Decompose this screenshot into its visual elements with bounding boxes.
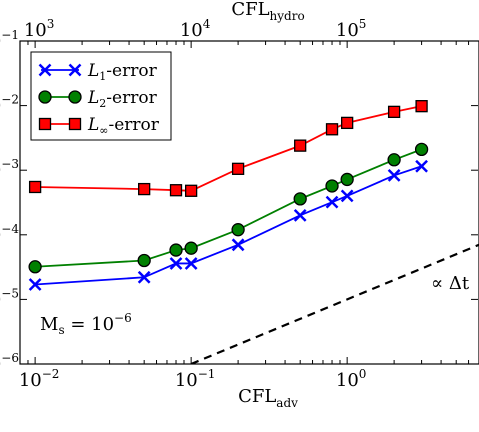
data-point bbox=[293, 208, 307, 222]
data-point bbox=[387, 105, 401, 119]
legend-marker bbox=[68, 90, 82, 104]
top-x-axis-label: CFLhydro bbox=[231, 0, 304, 23]
data-point bbox=[138, 182, 151, 196]
data-point bbox=[169, 257, 183, 270]
legend-box bbox=[30, 51, 172, 141]
x-axis-label: CFLadv bbox=[238, 386, 298, 410]
y-tick-label: 10−5 bbox=[0, 286, 19, 310]
data-point bbox=[231, 162, 245, 175]
series-line bbox=[35, 105, 422, 192]
legend-marker bbox=[68, 117, 82, 131]
data-point bbox=[184, 257, 198, 270]
legend-label: L1-error bbox=[87, 61, 158, 83]
y-tick-label: 10−4 bbox=[0, 222, 19, 246]
series-line bbox=[35, 148, 422, 268]
data-point bbox=[325, 123, 339, 136]
reference-line bbox=[190, 243, 479, 364]
legend-label: L∞-error bbox=[87, 115, 160, 137]
plot-frame bbox=[19, 40, 479, 365]
data-point bbox=[28, 260, 42, 274]
x-tick-label: 10−1 bbox=[175, 367, 216, 391]
data-point bbox=[184, 241, 198, 255]
x-tick-label: 100 bbox=[336, 367, 367, 391]
data-point bbox=[387, 153, 401, 167]
x-tick-label: 10−2 bbox=[19, 367, 60, 391]
data-point bbox=[340, 172, 354, 187]
y-tick-label: 10−2 bbox=[0, 93, 19, 117]
legend-marker bbox=[68, 63, 82, 77]
data-point bbox=[293, 192, 307, 206]
data-point bbox=[387, 169, 401, 182]
reference-line-label: ∝ Δt bbox=[431, 273, 470, 294]
legend-marker bbox=[38, 117, 52, 131]
data-point bbox=[231, 223, 245, 237]
legend-entry: L2-error bbox=[38, 88, 158, 110]
legend-marker bbox=[38, 90, 52, 104]
data-point bbox=[414, 142, 429, 157]
data-point bbox=[231, 238, 245, 252]
data-point bbox=[325, 195, 339, 209]
legend-entry: L1-error bbox=[38, 61, 158, 83]
top-x-tick-label: 103 bbox=[24, 17, 55, 41]
series-3 bbox=[28, 100, 428, 197]
top-x-tick-label: 104 bbox=[180, 17, 211, 41]
series-line bbox=[35, 165, 422, 286]
data-point bbox=[341, 116, 354, 130]
data-point bbox=[28, 278, 42, 291]
top-x-tick-label: 105 bbox=[336, 17, 367, 41]
y-tick-label: 10−1 bbox=[0, 28, 19, 52]
data-point bbox=[325, 179, 339, 193]
legend-marker bbox=[38, 63, 52, 77]
data-point bbox=[184, 184, 198, 197]
data-point bbox=[415, 100, 428, 113]
data-point bbox=[340, 189, 354, 203]
legend-label: L2-error bbox=[87, 88, 158, 110]
data-point bbox=[169, 184, 183, 197]
y-tick-label: 10−3 bbox=[0, 157, 19, 181]
series-2 bbox=[28, 142, 429, 274]
data-point bbox=[28, 180, 42, 194]
data-point bbox=[137, 253, 151, 268]
data-point bbox=[294, 139, 307, 152]
data-point bbox=[169, 243, 183, 257]
data-point bbox=[137, 270, 151, 284]
y-tick-label: 10−6 bbox=[0, 351, 19, 375]
legend: L1-error L2-error L∞-error bbox=[30, 51, 172, 141]
legend-entry: L∞-error bbox=[38, 115, 160, 137]
series-1 bbox=[28, 159, 428, 291]
data-point bbox=[415, 159, 428, 173]
mach-annotation: Ms = 10−6 bbox=[40, 311, 132, 337]
